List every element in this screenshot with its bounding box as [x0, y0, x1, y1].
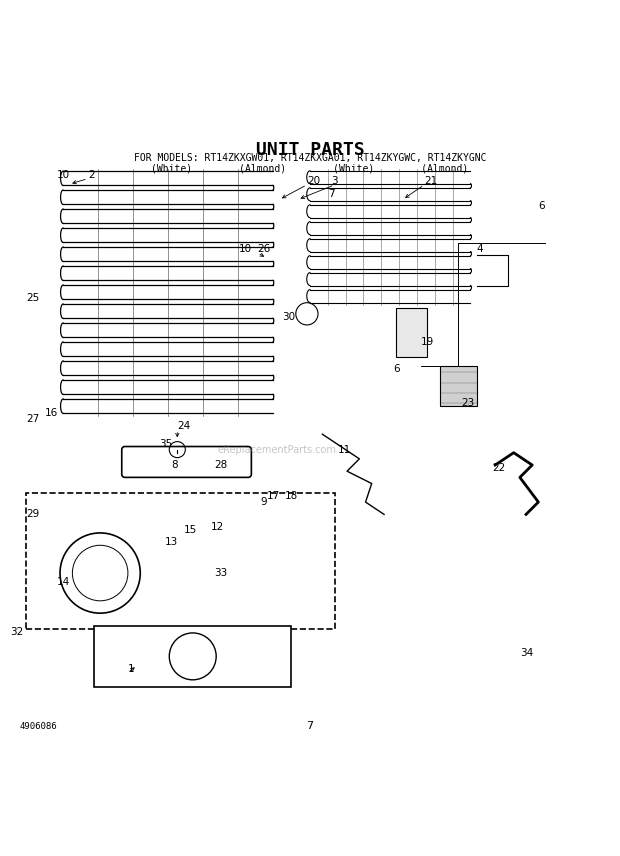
Text: 30: 30 [282, 312, 295, 322]
Text: 4: 4 [477, 244, 483, 254]
Text: 14: 14 [57, 578, 70, 587]
Text: 28: 28 [215, 461, 228, 470]
Text: 26: 26 [257, 244, 271, 254]
Text: 35: 35 [159, 438, 172, 449]
Text: 16: 16 [45, 407, 58, 418]
Text: 29: 29 [26, 509, 39, 520]
Text: 1: 1 [128, 663, 135, 674]
Text: 27: 27 [26, 413, 39, 424]
Text: 19: 19 [421, 336, 435, 347]
Bar [396, 307, 427, 357]
Text: 10: 10 [239, 244, 252, 254]
Text: 9: 9 [260, 497, 267, 507]
FancyBboxPatch shape [26, 493, 335, 628]
Text: 24: 24 [177, 421, 190, 431]
Text: 22: 22 [492, 463, 505, 473]
Text: 12: 12 [211, 522, 224, 532]
Text: 23: 23 [461, 398, 474, 408]
Text: FOR MODELS: RT14ZKXGW01, RT14ZKXGA01, RT14ZKYGWC, RT14ZKYGNC: FOR MODELS: RT14ZKXGW01, RT14ZKXGA01, RT… [134, 153, 486, 163]
Text: 32: 32 [11, 627, 24, 637]
Text: 6: 6 [538, 201, 545, 211]
Text: 4906086: 4906086 [20, 722, 58, 731]
Text: 21: 21 [424, 176, 438, 187]
Text: 8: 8 [171, 461, 178, 470]
Text: 17: 17 [267, 491, 280, 501]
Text: 25: 25 [26, 294, 39, 304]
Text: 15: 15 [184, 525, 197, 535]
Text: 11: 11 [338, 444, 351, 455]
FancyBboxPatch shape [122, 447, 251, 478]
Text: 34: 34 [520, 648, 533, 658]
Text: 7: 7 [306, 722, 314, 731]
Text: 33: 33 [215, 568, 228, 578]
Text: UNIT PARTS: UNIT PARTS [255, 141, 365, 159]
Text: (White)        (Almond)        (White)        (Almond): (White) (Almond) (White) (Almond) [151, 163, 469, 174]
FancyBboxPatch shape [94, 626, 291, 687]
Text: 13: 13 [165, 538, 178, 547]
Text: 6: 6 [393, 365, 400, 374]
Text: 10: 10 [57, 170, 70, 180]
Bar [440, 366, 477, 407]
Text: 3: 3 [332, 176, 339, 187]
Text: 2: 2 [88, 170, 94, 180]
Text: 7: 7 [329, 188, 335, 199]
Text: 18: 18 [285, 491, 299, 501]
Text: 20: 20 [307, 176, 320, 187]
Text: eReplacementParts.com: eReplacementParts.com [218, 444, 336, 455]
